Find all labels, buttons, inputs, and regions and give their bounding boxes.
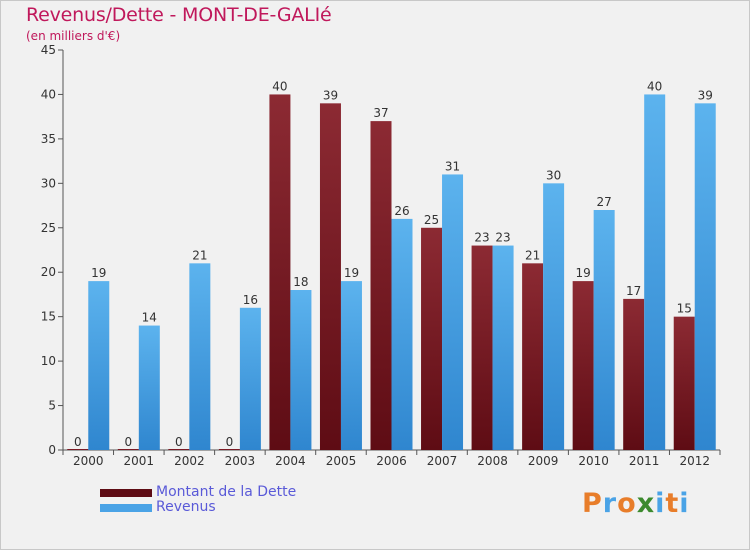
bar-revenus-2010 (593, 210, 615, 450)
data-label-revenus-2000: 19 (91, 266, 106, 280)
legend-swatch-revenus (100, 504, 152, 512)
y-tick-label: 20 (41, 265, 56, 279)
x-tick-label: 2012 (679, 454, 710, 468)
data-label-revenus-2004: 18 (293, 275, 308, 289)
data-label-dette-2000: 0 (74, 435, 82, 449)
data-label-revenus-2003: 16 (243, 293, 258, 307)
data-label-dette-2009: 21 (525, 248, 540, 262)
bar-revenus-2011 (644, 94, 666, 450)
bar-revenus-2008 (492, 245, 514, 450)
bar-revenus-2002 (189, 263, 211, 450)
y-tick-label: 30 (41, 176, 56, 190)
data-label-revenus-2002: 21 (192, 248, 207, 262)
x-tick-label: 2000 (73, 454, 104, 468)
data-label-revenus-2006: 26 (394, 204, 409, 218)
logo-letter: o (617, 488, 637, 519)
logo-letter: t (665, 488, 680, 519)
bar-revenus-2003 (239, 307, 261, 450)
legend-label-revenus: Revenus (156, 499, 216, 515)
bar-dette-2010 (572, 281, 594, 450)
bar-revenus-2012 (694, 103, 716, 450)
bar-revenus-2000 (88, 281, 110, 450)
data-label-dette-2008: 23 (474, 231, 489, 245)
chart-title: Revenus/Dette - MONT-DE-GALIé (26, 4, 332, 26)
data-label-dette-2012: 15 (677, 302, 692, 316)
x-tick-label: 2008 (477, 454, 508, 468)
bar-dette-2003 (218, 449, 240, 450)
data-label-dette-2002: 0 (175, 435, 183, 449)
bar-dette-2005 (319, 103, 341, 450)
data-label-revenus-2012: 39 (698, 88, 713, 102)
x-tick-label: 2005 (326, 454, 357, 468)
bar-revenus-2001 (138, 325, 160, 450)
y-tick-label: 15 (41, 310, 56, 324)
data-label-revenus-2009: 30 (546, 168, 561, 182)
y-tick-label: 35 (41, 132, 56, 146)
bar-revenus-2009 (543, 183, 565, 451)
bar-dette-2004 (269, 94, 291, 450)
y-tick-label: 10 (41, 354, 56, 368)
data-label-revenus-2010: 27 (597, 195, 612, 209)
bar-dette-2011 (623, 298, 645, 450)
data-label-revenus-2005: 19 (344, 266, 359, 280)
logo-letter: x (636, 488, 656, 519)
data-label-dette-2001: 0 (124, 435, 132, 449)
x-tick-label: 2003 (225, 454, 256, 468)
bar-dette-2001 (117, 449, 139, 450)
x-tick-label: 2001 (124, 454, 155, 468)
data-label-dette-2007: 25 (424, 213, 439, 227)
bar-dette-2008 (471, 245, 493, 450)
data-label-revenus-2001: 14 (142, 311, 157, 325)
logo-letter: P (582, 488, 603, 519)
bar-revenus-2004 (290, 290, 312, 450)
y-tick-label: 25 (41, 221, 56, 235)
bar-dette-2002 (168, 449, 190, 450)
data-label-revenus-2008: 23 (495, 231, 510, 245)
logo-letter: r (602, 488, 618, 519)
proxiti-logo: Proxiti (582, 488, 690, 519)
data-label-dette-2010: 19 (576, 266, 591, 280)
chart-subtitle: (en milliers d'€) (26, 29, 121, 43)
x-tick-label: 2004 (275, 454, 306, 468)
x-tick-label: 2009 (528, 454, 559, 468)
data-label-revenus-2007: 31 (445, 159, 460, 173)
bar-dette-2009 (522, 263, 544, 450)
data-label-dette-2005: 39 (323, 88, 338, 102)
bar-dette-2007 (421, 227, 443, 450)
logo-letter: i (679, 488, 690, 519)
data-label-dette-2011: 17 (626, 284, 641, 298)
x-tick-label: 2006 (376, 454, 407, 468)
data-label-dette-2004: 40 (272, 79, 287, 93)
legend-swatch-dette (100, 489, 152, 497)
bar-dette-2000 (67, 449, 89, 450)
bar-revenus-2006 (391, 218, 413, 450)
bar-dette-2012 (673, 316, 695, 450)
y-tick-label: 40 (41, 87, 56, 101)
bar-revenus-2007 (442, 174, 464, 450)
legend-label-dette: Montant de la Dette (156, 484, 297, 500)
y-tick-label: 45 (41, 43, 56, 57)
x-tick-label: 2002 (174, 454, 205, 468)
data-label-dette-2003: 0 (226, 435, 234, 449)
logo-letter: i (655, 488, 666, 519)
x-tick-label: 2011 (629, 454, 660, 468)
bar-revenus-2005 (340, 281, 362, 450)
y-tick-label: 0 (48, 443, 56, 457)
y-tick-label: 5 (48, 399, 56, 413)
data-label-dette-2006: 37 (373, 106, 388, 120)
x-tick-label: 2010 (578, 454, 609, 468)
data-label-revenus-2011: 40 (647, 79, 662, 93)
bar-dette-2006 (370, 121, 392, 450)
x-tick-label: 2007 (427, 454, 458, 468)
